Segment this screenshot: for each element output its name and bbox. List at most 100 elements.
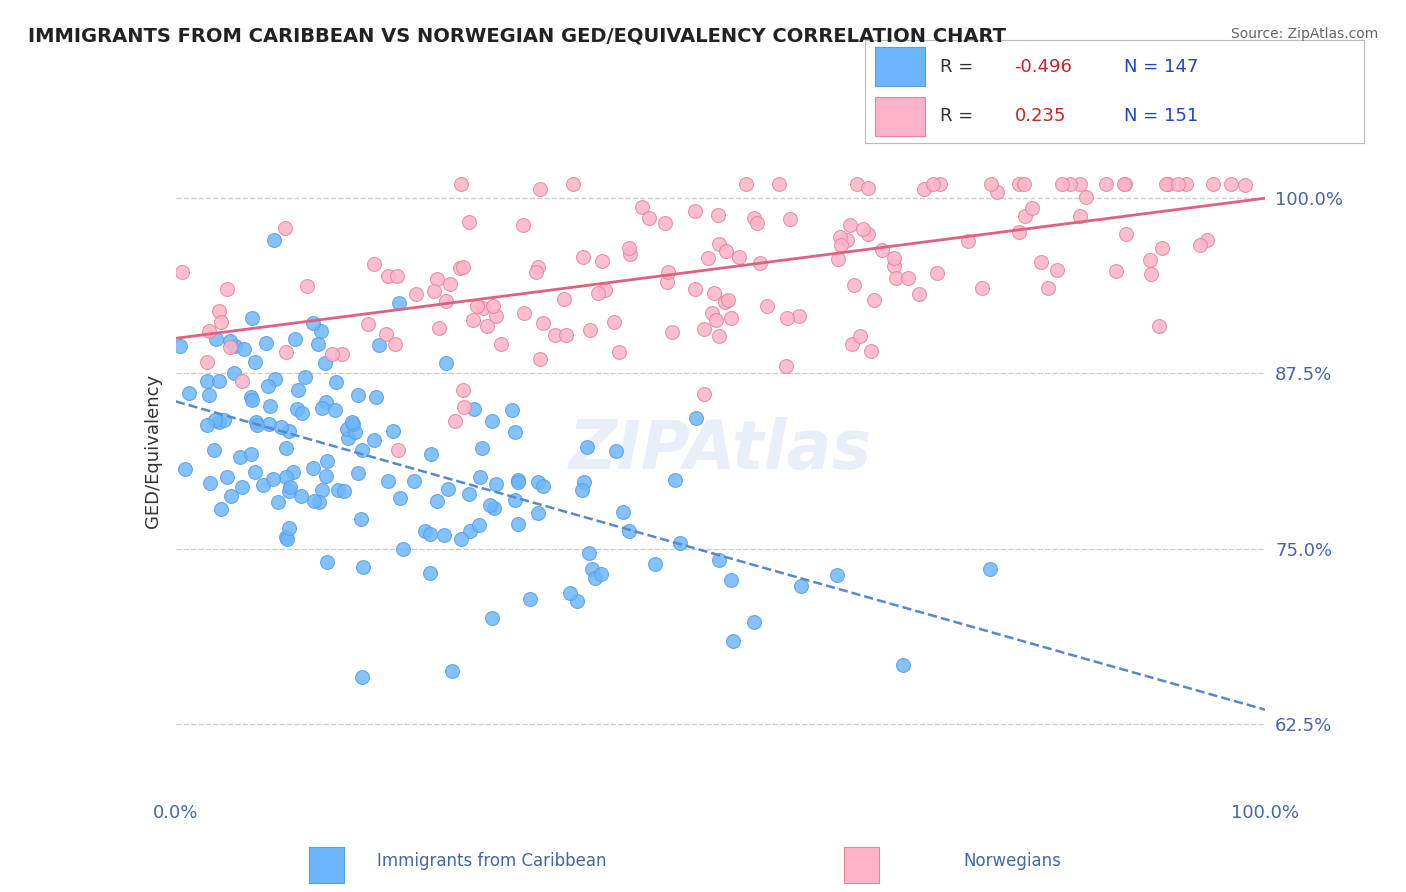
Point bbox=[1021, 202, 1043, 216]
Point bbox=[453, 401, 475, 415]
Point bbox=[205, 332, 228, 346]
Point bbox=[323, 403, 346, 417]
Point bbox=[423, 284, 446, 298]
Point bbox=[1157, 177, 1180, 191]
Point bbox=[218, 334, 240, 349]
Point bbox=[1149, 318, 1171, 333]
Point bbox=[172, 265, 194, 279]
Point bbox=[896, 271, 918, 285]
Point bbox=[385, 268, 408, 283]
Point bbox=[790, 579, 813, 593]
Point bbox=[571, 483, 593, 498]
Point bbox=[475, 318, 498, 333]
Point bbox=[479, 498, 502, 512]
Point bbox=[195, 354, 218, 368]
Point bbox=[617, 524, 640, 539]
Point bbox=[240, 311, 263, 326]
Point bbox=[912, 182, 935, 196]
Point bbox=[278, 483, 301, 498]
Point bbox=[560, 586, 582, 600]
Point bbox=[311, 401, 333, 415]
Point bbox=[825, 568, 848, 582]
Point bbox=[263, 233, 285, 247]
Y-axis label: GED/Equivalency: GED/Equivalency bbox=[143, 374, 162, 527]
Point bbox=[276, 345, 298, 359]
Point bbox=[579, 322, 602, 336]
Point bbox=[209, 501, 232, 516]
Point bbox=[527, 506, 550, 520]
Point bbox=[350, 511, 373, 525]
Point bbox=[224, 339, 246, 353]
Point bbox=[925, 266, 948, 280]
Point bbox=[513, 305, 536, 319]
Point bbox=[612, 505, 634, 519]
Point bbox=[1105, 264, 1128, 278]
Point bbox=[276, 532, 298, 546]
Point bbox=[842, 277, 865, 292]
Point bbox=[683, 282, 706, 296]
Point bbox=[284, 333, 307, 347]
Point bbox=[1154, 177, 1177, 191]
Point bbox=[970, 281, 993, 295]
Point bbox=[402, 474, 425, 488]
Point bbox=[294, 369, 316, 384]
Point bbox=[254, 336, 277, 351]
Point bbox=[197, 417, 219, 432]
Point bbox=[434, 294, 457, 309]
Point bbox=[388, 295, 411, 310]
Point bbox=[465, 299, 488, 313]
Point bbox=[368, 338, 391, 352]
Point bbox=[986, 185, 1008, 199]
Point bbox=[347, 466, 370, 480]
Point bbox=[581, 562, 603, 576]
Point bbox=[457, 215, 479, 229]
Point bbox=[463, 402, 485, 417]
Point bbox=[1007, 225, 1029, 239]
Point bbox=[578, 546, 600, 560]
Point bbox=[391, 542, 413, 557]
Point bbox=[274, 470, 297, 484]
Point bbox=[503, 425, 526, 440]
Point bbox=[215, 470, 238, 484]
Point bbox=[1095, 177, 1118, 191]
Point bbox=[229, 450, 252, 465]
Point bbox=[302, 494, 325, 508]
Point bbox=[197, 387, 219, 401]
Point bbox=[375, 327, 398, 342]
Point bbox=[956, 234, 979, 248]
Point bbox=[413, 524, 436, 539]
Point bbox=[685, 410, 707, 425]
Point bbox=[214, 413, 236, 427]
Point bbox=[583, 571, 606, 585]
Point bbox=[1031, 255, 1053, 269]
Point bbox=[619, 247, 641, 261]
Text: N = 151: N = 151 bbox=[1125, 107, 1198, 125]
Point bbox=[427, 321, 450, 335]
Text: R =: R = bbox=[939, 107, 984, 125]
Point bbox=[202, 443, 225, 458]
Point bbox=[512, 218, 534, 232]
Point bbox=[267, 495, 290, 509]
Point bbox=[852, 222, 875, 236]
Bar bbox=[875, 47, 925, 87]
Point bbox=[1167, 177, 1189, 191]
Point bbox=[1188, 238, 1211, 252]
Point bbox=[576, 440, 599, 454]
Point bbox=[1114, 177, 1136, 191]
Point bbox=[342, 417, 364, 431]
Point bbox=[439, 277, 461, 291]
Point bbox=[1139, 252, 1161, 267]
Point bbox=[693, 387, 716, 401]
Point bbox=[315, 468, 337, 483]
Point bbox=[828, 229, 851, 244]
Point bbox=[263, 372, 285, 386]
Point bbox=[907, 287, 929, 301]
Point bbox=[419, 526, 441, 541]
Point bbox=[749, 256, 772, 270]
Point bbox=[270, 420, 292, 434]
Point bbox=[311, 324, 333, 338]
Text: ZIPAtlas: ZIPAtlas bbox=[569, 417, 872, 483]
Point bbox=[481, 611, 503, 625]
Point bbox=[240, 391, 263, 405]
Text: -0.496: -0.496 bbox=[1015, 58, 1073, 76]
